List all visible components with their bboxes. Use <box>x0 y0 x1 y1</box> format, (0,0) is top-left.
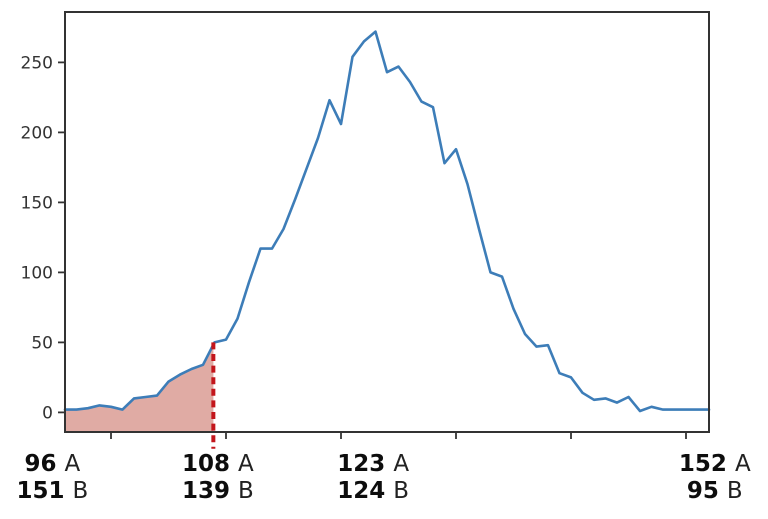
y-tick-label: 250 <box>21 53 53 73</box>
plot-frame <box>64 11 710 433</box>
shaded-area <box>65 344 214 432</box>
y-tick-label: 0 <box>42 403 53 423</box>
y-tick-label: 50 <box>31 333 53 353</box>
axis-ticks <box>58 61 687 439</box>
distribution-curve <box>63 30 711 413</box>
y-tick-label: 150 <box>21 193 53 213</box>
y-tick-label: 100 <box>21 263 53 283</box>
y-tick-label: 200 <box>21 123 53 143</box>
